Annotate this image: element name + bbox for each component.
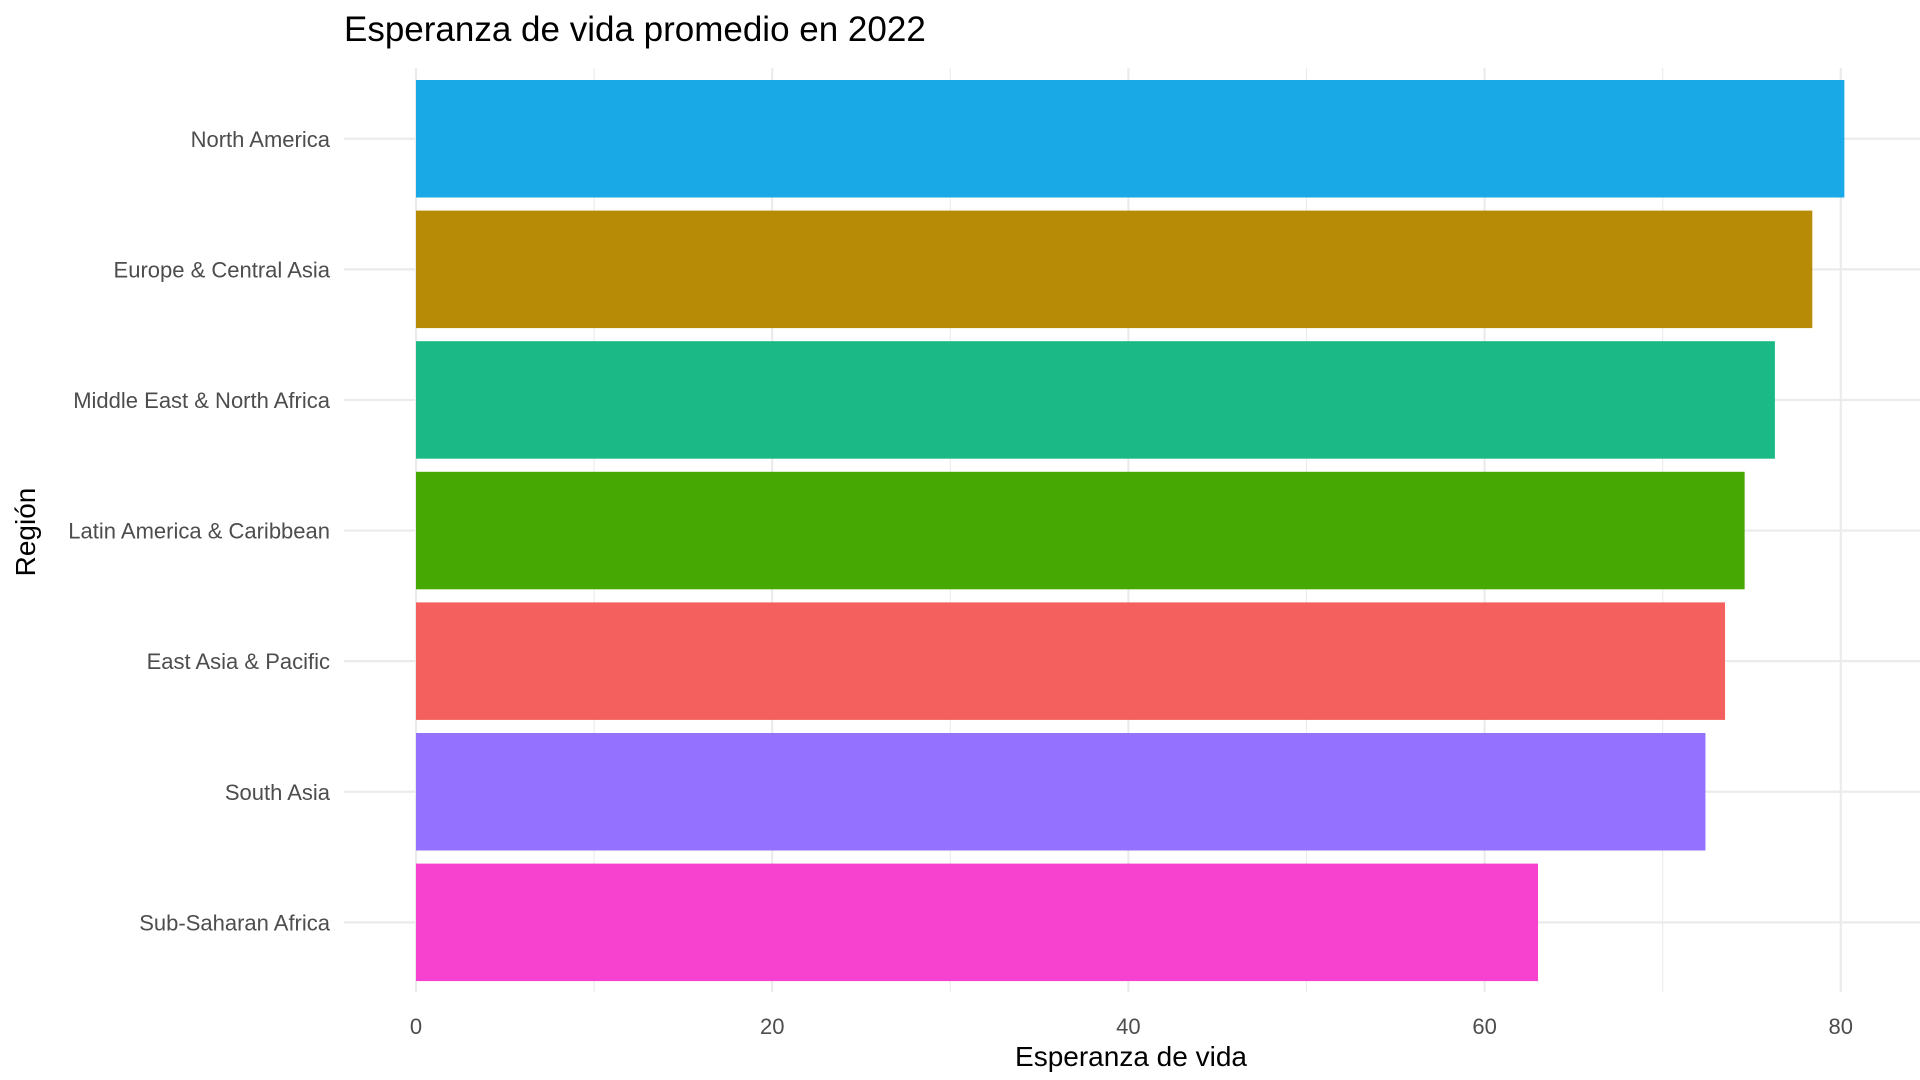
y-tick-label: Europe & Central Asia <box>114 257 331 282</box>
chart-title: Esperanza de vida promedio en 2022 <box>344 10 926 49</box>
y-tick-label: East Asia & Pacific <box>147 649 330 674</box>
y-axis-tick-labels: North America Europe & Central Asia Middle… <box>68 127 330 936</box>
bar-latin-america-caribbean <box>416 471 1745 590</box>
bar-sub-saharan-africa <box>416 863 1539 982</box>
bar-europe-central-asia <box>416 210 1813 329</box>
y-tick-label: South Asia <box>225 780 331 805</box>
y-tick-label: Sub-Saharan Africa <box>139 910 331 935</box>
x-axis-title: Esperanza de vida <box>1015 1041 1247 1072</box>
y-tick-label: North America <box>191 127 331 152</box>
bar-middle-east-north-africa <box>416 341 1775 459</box>
x-tick-label: 0 <box>410 1014 422 1039</box>
x-tick-label: 40 <box>1116 1014 1140 1039</box>
x-tick-label: 80 <box>1829 1014 1853 1039</box>
y-axis-title: Región <box>10 488 41 577</box>
bar-south-asia <box>416 733 1706 851</box>
bars <box>416 80 1845 982</box>
x-tick-label: 60 <box>1472 1014 1496 1039</box>
x-tick-label: 20 <box>760 1014 784 1039</box>
y-tick-label: Latin America & Caribbean <box>68 519 330 544</box>
x-axis-tick-labels: 0 20 40 60 80 <box>410 1014 1853 1039</box>
bar-east-asia-pacific <box>416 602 1726 720</box>
y-tick-label: Middle East & North Africa <box>73 388 331 413</box>
bar-north-america <box>416 80 1845 198</box>
